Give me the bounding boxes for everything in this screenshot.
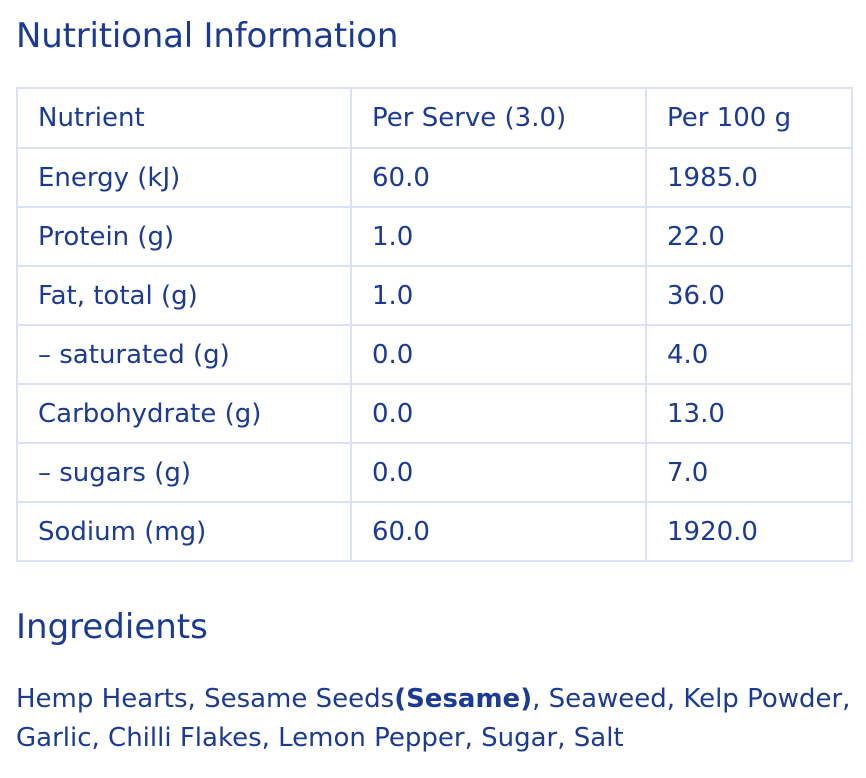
table-row: Fat, total (g) 1.0 36.0 [16, 265, 853, 326]
column-header-per-serve: Per Serve (3.0) [350, 87, 647, 149]
nutrition-table: Nutrient Per Serve (3.0) Per 100 g Energ… [16, 87, 853, 562]
column-header-nutrient: Nutrient [16, 87, 352, 149]
table-row: – sugars (g) 0.0 7.0 [16, 442, 853, 503]
per-100g-value-cell: 22.0 [645, 206, 853, 267]
per-100g-value-cell: 7.0 [645, 442, 853, 503]
nutrient-name-cell: – saturated (g) [16, 324, 352, 385]
ingredients-title: Ingredients [16, 607, 208, 647]
page-title: Nutritional Information [16, 16, 399, 56]
table-header-row: Nutrient Per Serve (3.0) Per 100 g [16, 87, 853, 149]
per-serve-value-cell: 60.0 [350, 147, 647, 208]
nutrient-name-cell: Protein (g) [16, 206, 352, 267]
nutrition-table-container: Nutrient Per Serve (3.0) Per 100 g Energ… [16, 87, 853, 562]
per-100g-value-cell: 13.0 [645, 383, 853, 444]
table-row: Protein (g) 1.0 22.0 [16, 206, 853, 267]
per-serve-value-cell: 0.0 [350, 442, 647, 503]
per-100g-value-cell: 4.0 [645, 324, 853, 385]
allergen-label: (Sesame) [394, 684, 533, 714]
ingredients-list: Hemp Hearts, Sesame Seeds(Sesame), Seawe… [16, 680, 851, 758]
nutrient-name-cell: – sugars (g) [16, 442, 352, 503]
table-row: Energy (kJ) 60.0 1985.0 [16, 147, 853, 208]
nutrient-name-cell: Energy (kJ) [16, 147, 352, 208]
nutrient-name-cell: Fat, total (g) [16, 265, 352, 326]
nutrient-name-cell: Carbohydrate (g) [16, 383, 352, 444]
per-100g-value-cell: 36.0 [645, 265, 853, 326]
nutrient-name-cell: Sodium (mg) [16, 501, 352, 562]
table-row: Carbohydrate (g) 0.0 13.0 [16, 383, 853, 444]
per-100g-value-cell: 1920.0 [645, 501, 853, 562]
per-serve-value-cell: 0.0 [350, 324, 647, 385]
per-serve-value-cell: 1.0 [350, 206, 647, 267]
per-serve-value-cell: 60.0 [350, 501, 647, 562]
per-serve-value-cell: 0.0 [350, 383, 647, 444]
per-serve-value-cell: 1.0 [350, 265, 647, 326]
table-row: Sodium (mg) 60.0 1920.0 [16, 501, 853, 562]
ingredients-text-part1: Hemp Hearts, Sesame Seeds [16, 684, 395, 714]
per-100g-value-cell: 1985.0 [645, 147, 853, 208]
ingredients-text-part2: , Seaweed, Kelp Powder, Garlic, Chilli F… [16, 684, 851, 753]
column-header-per-100g: Per 100 g [645, 87, 853, 149]
table-row: – saturated (g) 0.0 4.0 [16, 324, 853, 385]
